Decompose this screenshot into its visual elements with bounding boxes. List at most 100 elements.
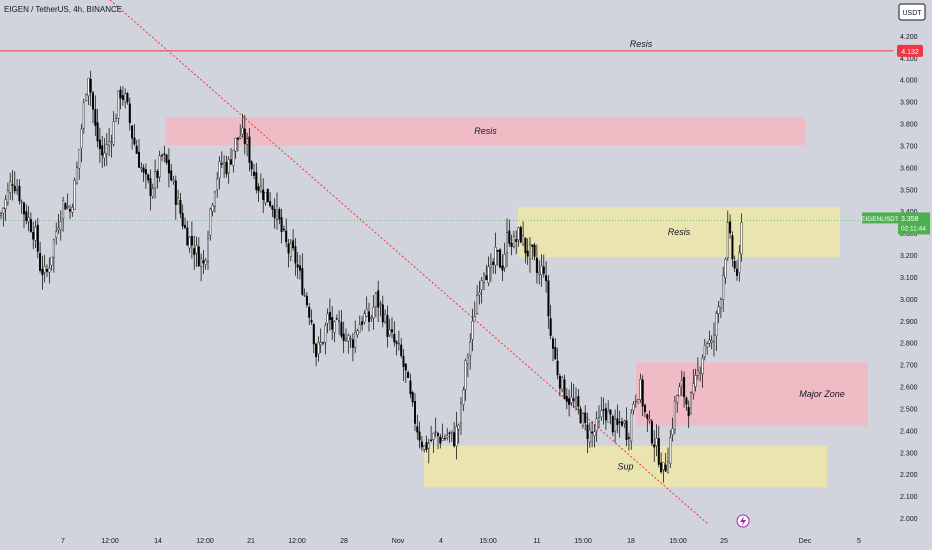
candle-body <box>565 396 568 402</box>
candle-body <box>29 219 32 232</box>
x-tick-label: 15:00 <box>574 538 592 545</box>
candle-body <box>241 127 244 135</box>
candle-body <box>142 167 145 173</box>
x-tick-label: 12:00 <box>196 538 214 545</box>
y-tick-label: 2.900 <box>900 319 918 326</box>
candle-body <box>269 201 272 207</box>
candle-body <box>232 149 235 166</box>
candle-body <box>598 417 601 423</box>
candle-body <box>644 405 647 413</box>
x-tick-label: 28 <box>340 538 348 545</box>
candle-body <box>2 208 5 214</box>
candle-body <box>439 436 442 444</box>
candle-body <box>602 409 605 411</box>
x-tick-label: 5 <box>857 538 861 545</box>
candle-body <box>696 370 699 376</box>
candle-body <box>18 185 21 202</box>
candle-body <box>39 253 42 272</box>
candle-body <box>616 418 619 425</box>
y-tick-label: 2.500 <box>900 406 918 413</box>
x-tick-label: 12:00 <box>101 538 119 545</box>
candle-body <box>425 442 428 450</box>
candle-body <box>634 400 637 403</box>
y-tick-label: 2.700 <box>900 363 918 370</box>
candle-body <box>170 170 173 181</box>
candle-body <box>395 341 398 344</box>
candle-body <box>379 303 382 305</box>
candle-body <box>52 239 55 258</box>
candle-body <box>706 343 709 348</box>
candle-body <box>554 346 557 360</box>
y-tick-label: 3.000 <box>900 297 918 304</box>
candle-body <box>128 103 131 123</box>
candle-body <box>680 380 683 386</box>
candle-body <box>729 221 732 234</box>
candle-body <box>464 360 467 390</box>
candle-body <box>324 325 327 343</box>
y-tick-label: 3.600 <box>900 165 918 172</box>
candle-body <box>264 192 267 204</box>
candle-body <box>266 188 269 203</box>
candle-body <box>533 244 536 257</box>
candle-body <box>328 312 331 320</box>
candle-body <box>213 191 216 207</box>
candle-body <box>667 461 670 474</box>
candle-body <box>119 89 122 99</box>
x-tick-label: 4 <box>439 538 443 545</box>
candle-body <box>740 222 743 255</box>
currency-button[interactable]: USDT <box>898 3 926 21</box>
candle-body <box>179 200 182 214</box>
candle-body <box>469 341 472 356</box>
candle-body <box>211 205 214 212</box>
last-price-value: 3.358 <box>901 216 919 223</box>
x-tick-label: 7 <box>61 538 65 545</box>
candle-body <box>719 299 722 308</box>
symbol-badge <box>862 212 898 224</box>
candle-body <box>411 392 414 403</box>
candle-body <box>471 320 474 340</box>
candle-body <box>57 227 60 230</box>
candle-body <box>273 208 276 219</box>
candle-body <box>299 265 302 271</box>
price-axis[interactable] <box>893 0 932 550</box>
candle-body <box>36 224 39 252</box>
candle-body <box>591 431 594 434</box>
candle-body <box>556 360 559 376</box>
candle-body <box>400 344 403 356</box>
symbol-label: EIGENUSDT <box>861 216 899 223</box>
candle-body <box>110 141 113 143</box>
candle-body <box>4 199 7 210</box>
zone-4 <box>424 445 827 488</box>
candle-body <box>137 151 140 168</box>
candle-body <box>338 320 341 322</box>
trendline <box>109 0 709 525</box>
candle-body <box>531 244 534 247</box>
candle-body <box>625 420 628 440</box>
candle-body <box>466 356 469 365</box>
lines-layer <box>0 0 893 525</box>
candle-body <box>450 430 453 433</box>
candle-body <box>105 144 108 154</box>
candles-layer <box>0 70 743 483</box>
candle-body <box>372 307 375 319</box>
candle-body <box>160 155 163 157</box>
lightning-icon[interactable] <box>736 514 750 528</box>
candle-body <box>717 306 720 315</box>
y-tick-label: 4.100 <box>900 56 918 63</box>
candle-body <box>183 224 186 228</box>
resistance-price-badge <box>897 44 923 57</box>
candle-body <box>55 231 58 238</box>
candle-body <box>563 379 566 399</box>
candle-body <box>593 431 596 436</box>
candle-body <box>519 227 522 243</box>
zone-label-2: Resis <box>668 227 691 237</box>
candle-body <box>108 141 111 146</box>
currency-button-label: USDT <box>902 10 922 17</box>
y-tick-label: 2.200 <box>900 472 918 479</box>
candle-body <box>441 438 444 441</box>
candle-body <box>432 433 435 440</box>
candle-body <box>190 236 193 246</box>
candle-body <box>317 342 320 355</box>
candle-body <box>437 433 440 436</box>
